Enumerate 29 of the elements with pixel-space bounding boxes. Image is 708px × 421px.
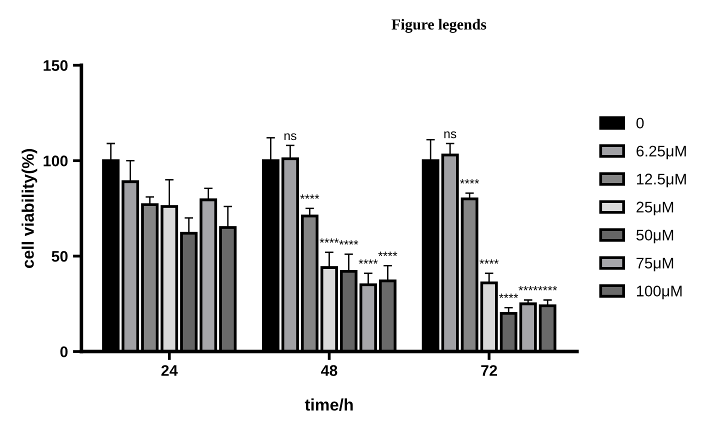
y-tick-label: 150 bbox=[44, 60, 68, 71]
annotation: **** bbox=[358, 259, 378, 264]
x-axis-title: time/h bbox=[304, 398, 353, 411]
x-tick-label: 72 bbox=[481, 365, 497, 376]
annotation: **** bbox=[339, 240, 358, 245]
legend-label: 0 bbox=[636, 118, 644, 129]
annotation: **** bbox=[460, 179, 480, 184]
legend-label: 12.5μM bbox=[636, 174, 686, 188]
annotation: **** bbox=[518, 286, 538, 290]
annotation: **** bbox=[480, 259, 499, 264]
annotation: **** bbox=[320, 238, 339, 243]
annotation: **** bbox=[300, 194, 320, 199]
y-axis-title: cell viability(%) bbox=[22, 149, 38, 268]
annotation: ns bbox=[284, 133, 296, 140]
x-tick-label: 48 bbox=[320, 365, 338, 376]
annotation: **** bbox=[499, 294, 518, 298]
y-tick-label: 100 bbox=[44, 156, 68, 166]
legend-label: 25μM bbox=[636, 202, 674, 216]
annotation: **** bbox=[538, 286, 558, 290]
y-tick-label: 50 bbox=[52, 250, 68, 262]
legend-label: 6.25μM bbox=[636, 146, 686, 160]
annotation: **** bbox=[378, 252, 398, 256]
legend-label: 50μM bbox=[636, 230, 674, 244]
y-tick-label: 0 bbox=[60, 346, 68, 358]
chart-title: Figure legends bbox=[392, 18, 486, 33]
legend-label: 100μM bbox=[636, 286, 682, 300]
x-tick-label: 24 bbox=[161, 365, 178, 376]
annotation: ns bbox=[444, 131, 456, 138]
legend-label: 75μM bbox=[636, 258, 674, 272]
